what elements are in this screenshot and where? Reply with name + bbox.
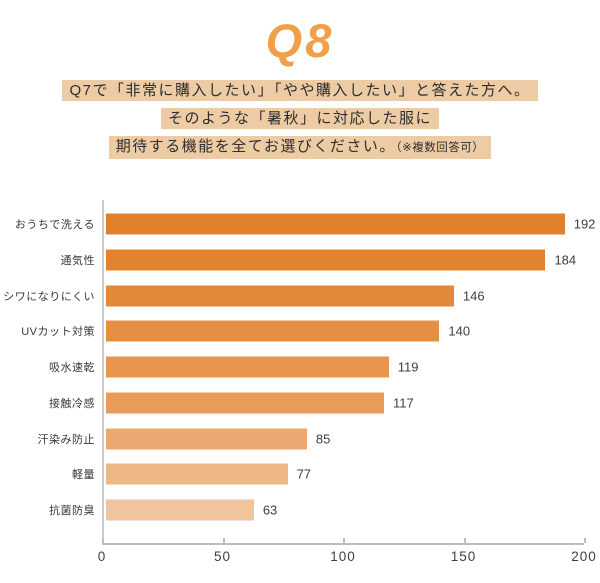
- bar: [106, 249, 546, 271]
- value-label: 140: [448, 323, 471, 339]
- x-tick-mark: [102, 538, 104, 544]
- bar: [106, 285, 454, 307]
- chart-rows: おうちで洗える 192 通気性 184 シワになりにくい 146 UVカット対策 140 吸水速…: [0, 206, 595, 528]
- bar-track: 184: [102, 242, 584, 278]
- value-label: 63: [262, 502, 278, 518]
- bar-track: 85: [102, 421, 584, 457]
- bar: [106, 320, 440, 342]
- description-line-1: Q7で「非常に購入したい」「やや購入したい」と答えた方へ。: [0, 80, 600, 102]
- value-label: 184: [554, 252, 577, 268]
- bar: [106, 499, 254, 521]
- x-tick-label: 50: [213, 549, 232, 565]
- chart-row: シワになりにくい 146: [0, 278, 584, 314]
- bar: [106, 213, 565, 235]
- question-number-title: Q8: [265, 14, 335, 67]
- value-label: 117: [392, 395, 414, 411]
- x-tick-label: 150: [450, 549, 477, 565]
- chart-row: 通気性 184: [0, 242, 584, 278]
- horizontal-bar-chart: おうちで洗える 192 通気性 184 シワになりにくい 146 UVカット対策 140 吸水速…: [0, 200, 596, 578]
- description-text-3: 期待する機能を全てお選びください。（※複数回答可）: [108, 136, 492, 160]
- category-label: UVカット対策: [21, 326, 95, 339]
- bar-track: 192: [102, 206, 595, 242]
- description-line-3: 期待する機能を全てお選びください。（※複数回答可）: [0, 136, 600, 160]
- category-label: シワになりにくい: [3, 290, 95, 303]
- value-label: 192: [573, 216, 596, 232]
- x-tick-mark: [584, 538, 586, 544]
- bar-track: 146: [102, 278, 584, 314]
- bar-track: 140: [102, 314, 584, 350]
- chart-row: 軽量 77: [0, 457, 584, 493]
- bar-track: 77: [102, 457, 584, 493]
- bar: [106, 392, 384, 414]
- chart-row: UVカット対策 140: [0, 314, 584, 350]
- x-tick-label: 200: [571, 549, 597, 565]
- category-label: 抗菌防臭: [49, 505, 95, 518]
- category-label: 軽量: [72, 469, 95, 482]
- value-label: 146: [462, 288, 485, 304]
- bar-track: 117: [102, 385, 584, 421]
- description-text-2: そのような「暑秋」に対応した服に: [160, 108, 439, 130]
- bar: [106, 356, 389, 378]
- bar-track: 63: [102, 492, 584, 528]
- x-tick-mark: [343, 538, 345, 544]
- y-axis-line: [102, 200, 104, 546]
- x-tick-label: 100: [330, 549, 356, 565]
- x-tick-label: 0: [97, 549, 107, 565]
- description-note: （※複数回答可）: [395, 142, 485, 155]
- category-label: 接触冷感: [49, 397, 95, 410]
- chart-row: 接触冷感 117: [0, 385, 584, 421]
- value-label: 119: [397, 359, 419, 375]
- bar-track: 119: [102, 349, 584, 385]
- x-axis-line: [102, 543, 584, 546]
- description-text-3-main: 期待する機能を全てお選びください。: [115, 138, 396, 156]
- value-label: 77: [296, 466, 312, 482]
- question-description: Q7で「非常に購入したい」「やや購入したい」と答えた方へ。 そのような「暑秋」に…: [0, 80, 600, 160]
- value-label: 85: [315, 431, 331, 447]
- x-tick-mark: [463, 538, 466, 544]
- category-label: 吸水速乾: [49, 362, 95, 375]
- chart-row: おうちで洗える 192: [0, 206, 595, 242]
- chart-row: 吸水速乾 119: [0, 349, 584, 385]
- description-line-2: そのような「暑秋」に対応した服に: [0, 108, 600, 130]
- x-tick-mark: [222, 538, 225, 544]
- bar: [106, 428, 307, 450]
- description-text-1: Q7で「非常に購入したい」「やや購入したい」と答えた方へ。: [62, 80, 538, 102]
- category-label: 汗染み防止: [37, 433, 95, 446]
- bar: [106, 463, 288, 485]
- chart-row: 汗染み防止 85: [0, 421, 584, 457]
- chart-row: 抗菌防臭 63: [0, 492, 584, 528]
- category-label: 通気性: [60, 254, 95, 267]
- category-label: おうちで洗える: [14, 219, 95, 232]
